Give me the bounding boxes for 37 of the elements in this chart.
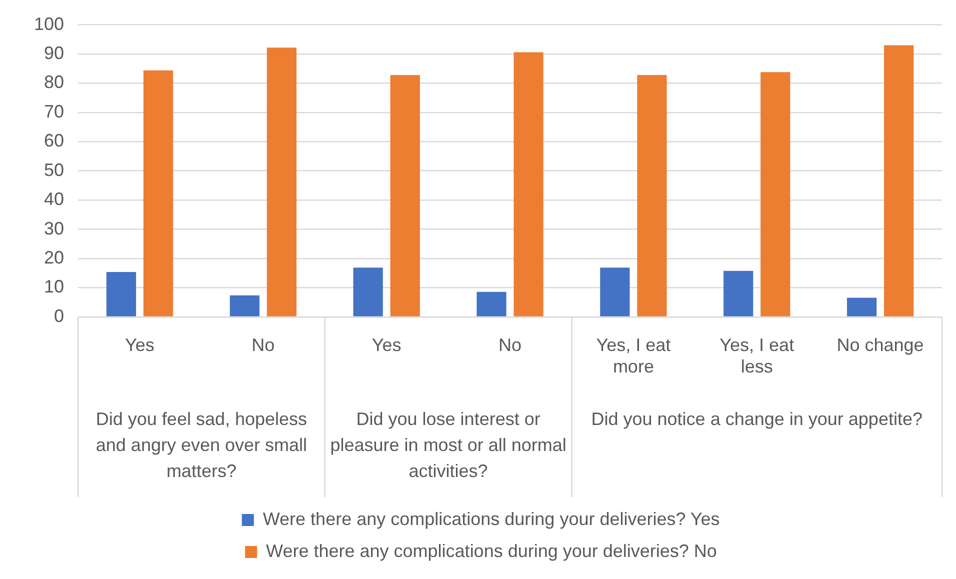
y-tick-label: 0	[54, 306, 64, 326]
y-tick-label: 80	[44, 72, 64, 92]
bar	[353, 268, 383, 316]
bar	[230, 295, 260, 316]
x-tick-label: No change	[836, 334, 924, 355]
y-tick-label: 70	[44, 101, 64, 122]
bar	[724, 270, 754, 316]
y-tick-label: 20	[44, 248, 64, 268]
y-tick-label: 90	[44, 42, 64, 63]
bar	[476, 292, 506, 316]
x-tick-label: No	[252, 334, 275, 355]
bar	[106, 272, 136, 316]
bar	[514, 52, 544, 316]
x-tick-label: Yes	[372, 334, 402, 355]
bar	[266, 48, 296, 316]
bar	[760, 72, 790, 316]
y-tick-label: 40	[44, 189, 64, 210]
text: Did you lose interest or pleasure in most or all normal activities?	[330, 408, 566, 481]
y-tick-label: 50	[44, 160, 64, 180]
x-tick-label: Yes	[125, 334, 154, 355]
legend-label: Were there any complications during your deliveries? No	[266, 540, 717, 561]
text: Did you notice a change in your appetite?	[591, 408, 922, 429]
legend-label: Were there any complications during your deliveries? Yes	[262, 508, 720, 529]
bar	[884, 45, 914, 316]
x-tick-label: Yes, I eat more	[596, 334, 671, 376]
bar	[390, 75, 420, 316]
bar	[143, 70, 174, 316]
text: Did you feel sad, hopeless and angry even over small matters?	[96, 408, 308, 481]
y-tick-label: 60	[44, 130, 64, 151]
x-tick-label: Yes, I eat less	[720, 334, 794, 376]
y-tick-label: 30	[44, 218, 64, 238]
x-tick-label: No	[498, 334, 522, 355]
bar	[637, 75, 667, 316]
bar	[600, 268, 630, 316]
bar	[846, 298, 877, 316]
y-tick-label: 10	[44, 276, 64, 297]
y-tick-label: 100	[34, 14, 64, 34]
